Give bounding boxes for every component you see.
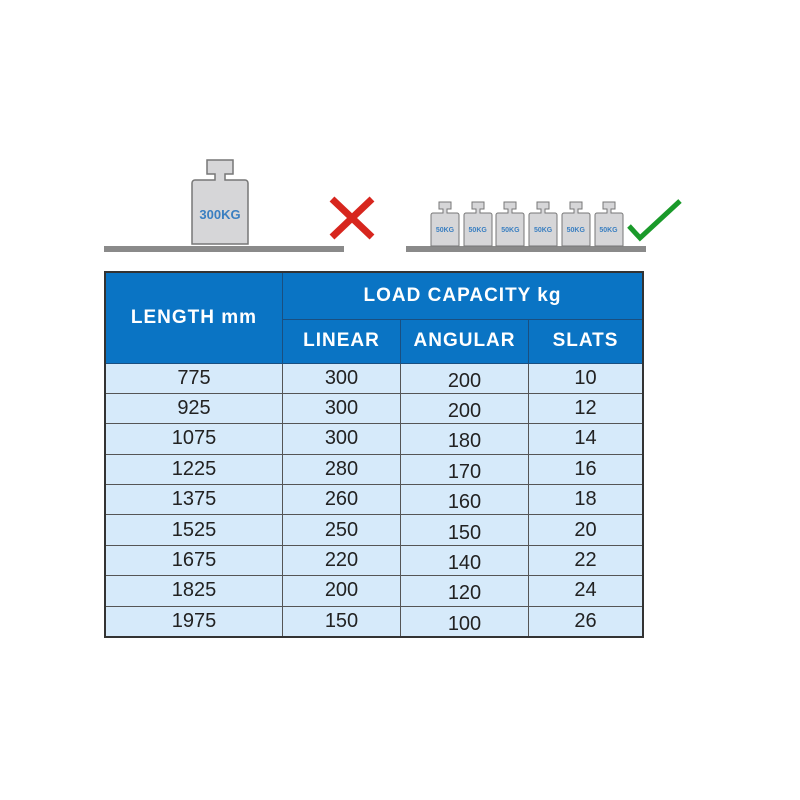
header-linear: LINEAR [282, 318, 401, 364]
weight-50kg-icon [463, 201, 493, 247]
cell-angular: 150 [400, 514, 529, 546]
cell-angular: 160 [400, 484, 529, 516]
cell-slats: 12 [528, 392, 644, 425]
weight-50kg-icon [594, 201, 623, 247]
cell-slats: 18 [528, 484, 644, 516]
weight-300kg-icon [191, 159, 249, 245]
cell-linear: 150 [282, 605, 401, 638]
cell-length: 1825 [104, 575, 283, 607]
shelf-right [406, 246, 646, 252]
red-x-icon [329, 196, 375, 240]
table-row: 1375 260 160 18 [104, 484, 644, 516]
table-row: 925 300 200 12 [104, 392, 644, 425]
weight-50kg-icon [430, 201, 460, 247]
weight-50kg-label: 50KG [501, 227, 520, 234]
cell-linear: 200 [282, 575, 401, 607]
cell-linear: 300 [282, 362, 401, 394]
weight-50kg-label: 50KG [533, 227, 553, 234]
cell-linear: 260 [282, 484, 401, 516]
cell-angular: 100 [400, 605, 529, 638]
cell-linear: 300 [282, 392, 401, 425]
header-length: LENGTH mm [104, 271, 283, 364]
cell-length: 925 [104, 392, 283, 425]
weight-50kg-label: 50KG [599, 227, 618, 234]
table-row: 1075 300 180 14 [104, 423, 644, 455]
cell-length: 1975 [104, 605, 283, 638]
cell-slats: 10 [528, 362, 644, 394]
green-check-icon [627, 199, 682, 242]
cell-slats: 16 [528, 453, 644, 486]
cell-length: 1675 [104, 544, 283, 577]
weight-50kg-icon [495, 201, 525, 247]
cell-angular: 200 [400, 362, 529, 394]
table-row: 1825 200 120 24 [104, 575, 644, 607]
cell-slats: 26 [528, 605, 644, 638]
weight-300kg-label: 300KG [199, 207, 241, 222]
header-slats: SLATS [528, 318, 644, 364]
cell-angular: 140 [400, 544, 529, 577]
cell-angular: 120 [400, 575, 529, 607]
cell-angular: 200 [400, 392, 529, 425]
cell-slats: 14 [528, 423, 644, 455]
table-row: 1675 220 140 22 [104, 544, 644, 577]
load-capacity-table: LENGTH mm LOAD CAPACITY kg LINEAR ANGULA… [104, 271, 644, 639]
weight-50kg-label: 50KG [468, 227, 487, 234]
cell-angular: 180 [400, 423, 529, 455]
cell-slats: 20 [528, 514, 644, 546]
weight-50kg-icon [561, 201, 591, 247]
shelf-left [104, 246, 344, 252]
cell-length: 1225 [104, 453, 283, 486]
weight-50kg-label: 50KG [435, 227, 455, 234]
table-row: 1225 280 170 16 [104, 453, 644, 486]
weight-50kg-icon [528, 201, 558, 247]
cell-slats: 22 [528, 544, 644, 577]
table-row: 1525 250 150 20 [104, 514, 644, 546]
table-row: 1975 150 100 26 [104, 605, 644, 638]
weight-50kg-label: 50KG [566, 227, 585, 234]
cell-length: 1375 [104, 484, 283, 516]
cell-length: 1075 [104, 423, 283, 455]
cell-linear: 220 [282, 544, 401, 577]
cell-angular: 170 [400, 453, 529, 486]
header-angular: ANGULAR [400, 318, 529, 364]
header-load-capacity: LOAD CAPACITY kg [282, 271, 644, 320]
cell-length: 1525 [104, 514, 283, 546]
table-row: 775 300 200 10 [104, 362, 644, 394]
cell-linear: 280 [282, 453, 401, 486]
cell-linear: 300 [282, 423, 401, 455]
cell-slats: 24 [528, 575, 644, 607]
cell-length: 775 [104, 362, 283, 394]
cell-linear: 250 [282, 514, 401, 546]
